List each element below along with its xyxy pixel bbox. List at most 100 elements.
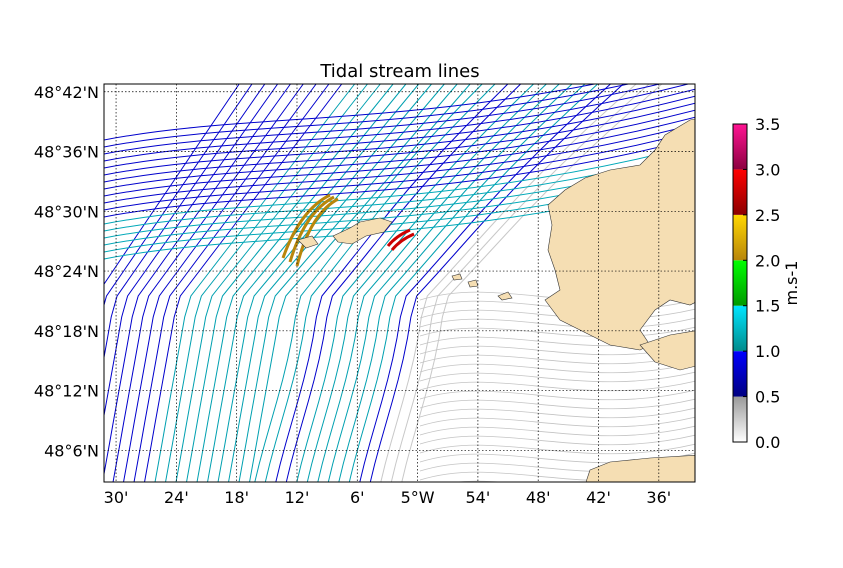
colorbar-segment	[733, 214, 747, 261]
x-tick-label: 18'	[224, 488, 249, 507]
colorbar: 0.0 0.5 1.0 1.5 2.0 2.5 3.0 3.5	[732, 115, 780, 452]
stream-line	[165, 84, 369, 482]
stream-line	[419, 308, 695, 320]
stream-line	[288, 195, 335, 263]
stream-line	[104, 84, 253, 307]
stream-line	[104, 130, 695, 211]
stream-line	[419, 326, 695, 338]
x-tick-label: 6'	[350, 488, 365, 507]
y-axis: 48°42'N 48°36'N 48°30'N 48°24'N 48°18'N 48°12…	[34, 83, 99, 461]
colorbar-segment	[733, 260, 747, 306]
stream-line	[419, 362, 695, 374]
stream-line	[238, 84, 458, 482]
stream-line	[104, 84, 240, 286]
stream-line	[133, 84, 330, 482]
stream-line	[228, 84, 446, 482]
colorbar-segment	[733, 396, 747, 442]
y-tick-label: 48°6'N	[44, 441, 99, 460]
colorbar-tick-label: 0.5	[755, 388, 780, 407]
stream-line	[104, 88, 695, 169]
colorbar-segment	[733, 351, 747, 397]
colorbar-tick-label: 1.5	[755, 297, 780, 316]
stream-line	[327, 84, 573, 482]
land-mass	[585, 454, 695, 482]
y-tick-label: 48°12'N	[34, 382, 99, 401]
y-tick-label: 48°42'N	[34, 83, 99, 102]
stream-line	[369, 84, 625, 482]
y-tick-label: 48°18'N	[34, 322, 99, 341]
colorbar-segment	[733, 169, 747, 215]
land-mass	[497, 291, 513, 301]
stream-line	[338, 84, 586, 482]
stream-line	[419, 371, 695, 383]
stream-line	[254, 84, 483, 482]
stream-line	[104, 109, 695, 190]
stream-line	[295, 197, 339, 267]
colorbar-tick-label: 3.5	[755, 115, 780, 134]
stream-line	[275, 84, 509, 482]
land-mass	[639, 330, 695, 371]
stream-line	[419, 416, 695, 428]
stream-line	[359, 84, 612, 482]
colorbar-label: m.s-1	[782, 261, 801, 306]
x-tick-label: 36'	[646, 488, 671, 507]
stream-line	[104, 84, 266, 361]
stream-line	[154, 84, 356, 482]
y-tick-label: 48°24'N	[34, 262, 99, 281]
stream-line	[104, 123, 695, 204]
stream-line	[104, 102, 695, 183]
stream-line	[306, 84, 548, 482]
stream-line	[186, 84, 394, 482]
colorbar-tick-label: 3.0	[755, 160, 780, 179]
colorbar-segment	[733, 305, 747, 352]
x-tick-label: 54'	[466, 488, 491, 507]
stream-line	[104, 137, 695, 218]
y-tick-label: 48°30'N	[34, 202, 99, 221]
stream-line	[249, 84, 471, 482]
stream-line	[386, 228, 411, 247]
stream-line	[207, 84, 420, 482]
land-mass	[332, 217, 393, 245]
x-tick-label: 48'	[526, 488, 551, 507]
x-tick-label: 12'	[285, 488, 310, 507]
stream-lines	[104, 84, 695, 482]
stream-line	[419, 425, 695, 437]
colorbar-frame	[732, 123, 748, 443]
stream-line	[104, 144, 695, 225]
land-mass	[297, 235, 319, 249]
stream-line	[144, 84, 343, 482]
stream-line	[217, 84, 433, 482]
x-tick-label: 24'	[164, 488, 189, 507]
land-mass	[451, 273, 463, 281]
stream-line	[419, 407, 695, 419]
stream-line	[112, 84, 304, 482]
colorbar-segment	[733, 124, 747, 170]
x-tick-label: 5°W	[401, 488, 435, 507]
colorbar-tick-label: 2.0	[755, 251, 780, 270]
colorbar-tick-label: 0.0	[755, 433, 780, 452]
colorbar-tick-label: 1.0	[755, 342, 780, 361]
stream-line	[419, 398, 695, 410]
land-mass	[467, 279, 479, 288]
coastline	[297, 118, 695, 482]
stream-line	[104, 84, 662, 155]
x-tick-label: 30'	[104, 488, 129, 507]
x-axis: 30' 24' 18' 12' 6' 5°W 54' 48' 42' 36'	[104, 488, 672, 507]
stream-line	[390, 232, 415, 251]
grid	[104, 84, 695, 482]
stream-line	[419, 443, 695, 455]
stream-line	[104, 84, 691, 162]
stream-line	[104, 116, 695, 197]
stream-line	[104, 84, 292, 477]
x-tick-label: 42'	[586, 488, 611, 507]
stream-line	[419, 380, 695, 392]
stream-line	[104, 84, 631, 148]
stream-line	[419, 317, 695, 329]
stream-line	[296, 84, 535, 482]
land-mass	[544, 118, 695, 351]
stream-line	[104, 95, 695, 176]
stream-line	[380, 84, 637, 482]
y-tick-label: 48°36'N	[34, 143, 99, 162]
plot-frame	[103, 83, 696, 483]
